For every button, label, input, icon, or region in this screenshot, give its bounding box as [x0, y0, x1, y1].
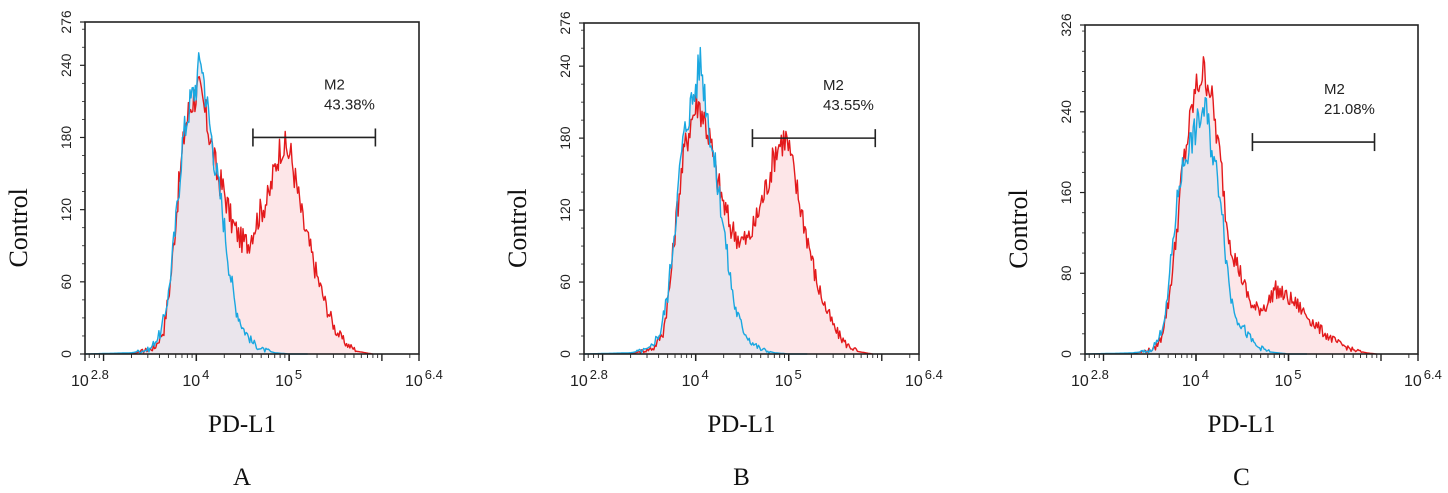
x-tick-exponent: 6.4 — [425, 367, 443, 382]
x-tick-label: 10 5 — [275, 367, 302, 390]
gate-name-label: M2 — [823, 77, 844, 94]
y-tick-label: 60 — [58, 274, 74, 290]
series-line-sample — [1131, 56, 1377, 355]
x-tick-exponent: 2.8 — [1091, 367, 1109, 382]
x-tick-base: 10 — [905, 373, 923, 390]
y-tick-label: 120 — [557, 198, 573, 222]
gate-percent-label: 43.38% — [324, 96, 375, 113]
y-tick-label: 60 — [557, 274, 573, 290]
y-tick-label: 80 — [1058, 265, 1074, 281]
x-tick-label: 10 2.8 — [71, 367, 109, 390]
y-axis-title: Control — [503, 188, 532, 267]
x-axis-title: PD-L1 — [1207, 411, 1275, 438]
x-tick-base: 10 — [1071, 373, 1089, 390]
x-tick-label: 10 4 — [1182, 367, 1209, 390]
y-axis-title: Control — [1004, 189, 1033, 268]
plot-frame — [1084, 24, 1419, 355]
x-tick-label: 10 2.8 — [1071, 367, 1109, 390]
x-tick-exponent: 6.4 — [925, 367, 943, 382]
x-tick-exponent: 5 — [1294, 367, 1301, 382]
y-tick-label: 180 — [58, 126, 74, 150]
x-tick-base: 10 — [182, 373, 200, 390]
x-tick-label: 10 5 — [1275, 367, 1302, 390]
y-tick-label: 326 — [1058, 13, 1074, 37]
series-fill-control — [584, 47, 808, 354]
y-tick-label: 240 — [1058, 100, 1074, 124]
y-tick-label: 276 — [58, 10, 74, 34]
x-tick-exponent: 4 — [202, 367, 209, 382]
panel-label: A — [233, 464, 251, 491]
x-tick-exponent: 4 — [701, 367, 708, 382]
x-tick-label: 10 5 — [775, 367, 802, 390]
x-tick-base: 10 — [275, 373, 293, 390]
x-axis-title: PD-L1 — [707, 411, 775, 438]
x-tick-exponent: 5 — [295, 367, 302, 382]
gate-percent-label: 21.08% — [1324, 101, 1375, 118]
x-tick-base: 10 — [570, 373, 588, 390]
gate-name-label: M2 — [1324, 81, 1345, 98]
x-tick-exponent: 6.4 — [1424, 367, 1442, 382]
x-tick-label: 10 2.8 — [570, 367, 608, 390]
x-tick-exponent: 5 — [795, 367, 802, 382]
panel-label: C — [1233, 464, 1250, 491]
x-tick-base: 10 — [1404, 373, 1422, 390]
panel-c: 0 80 160 240 326 10 2.8 10 4 10 5 10 6.4 M2 21.08% Cont… — [1000, 0, 1448, 493]
series-line-sample — [630, 92, 873, 355]
x-tick-base: 10 — [1275, 373, 1293, 390]
panel-a: 0 60 120 180 240 276 10 2.8 10 4 10 5 10 6.4 M2 43.38% C… — [0, 0, 480, 493]
x-tick-label: 10 6.4 — [905, 367, 943, 390]
x-tick-exponent: 2.8 — [590, 367, 608, 382]
panel-b: 0 60 120 180 240 276 10 2.8 10 4 10 5 10 6.4 M2 43.55% C… — [498, 0, 978, 493]
x-axis-title: PD-L1 — [208, 411, 276, 438]
y-tick-label: 120 — [58, 198, 74, 222]
x-tick-base: 10 — [71, 373, 89, 390]
y-tick-label: 0 — [557, 350, 573, 358]
x-tick-base: 10 — [682, 373, 700, 390]
gate-percent-label: 43.55% — [823, 97, 874, 114]
series-line-control — [85, 52, 308, 355]
x-tick-base: 10 — [1182, 373, 1200, 390]
x-tick-exponent: 2.8 — [91, 367, 109, 382]
y-axis-title: Control — [4, 188, 33, 267]
y-tick-label: 160 — [1058, 181, 1074, 205]
x-tick-base: 10 — [775, 373, 793, 390]
y-tick-label: 0 — [58, 350, 74, 358]
x-tick-label: 10 6.4 — [405, 367, 443, 390]
series-fill-control — [1085, 97, 1307, 354]
x-tick-label: 10 6.4 — [1404, 367, 1442, 390]
gate-name-label: M2 — [324, 76, 345, 93]
y-tick-label: 276 — [557, 11, 573, 35]
y-tick-label: 240 — [58, 53, 74, 77]
series-line-control — [584, 46, 808, 355]
y-tick-label: 180 — [557, 126, 573, 150]
x-tick-base: 10 — [405, 373, 423, 390]
x-tick-exponent: 4 — [1202, 367, 1209, 382]
y-tick-label: 240 — [557, 54, 573, 78]
series-fill-control — [85, 52, 308, 355]
x-tick-label: 10 4 — [682, 367, 709, 390]
y-tick-label: 0 — [1058, 350, 1074, 358]
panel-label: B — [733, 464, 750, 491]
x-tick-label: 10 4 — [182, 367, 209, 390]
